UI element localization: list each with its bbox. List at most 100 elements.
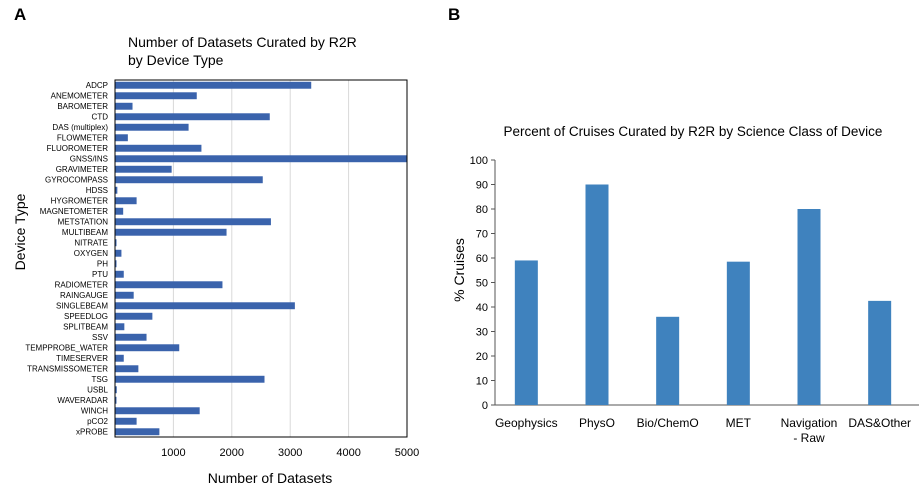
chart-a-category-label: ADCP	[86, 81, 108, 90]
chart-a-bar	[115, 312, 153, 320]
chart-a-bar	[115, 123, 189, 131]
chart-b-category-label: MET	[726, 416, 752, 430]
chart-b-category-label: Navigation	[781, 416, 838, 430]
chart-a-category-label: SPLITBEAM	[63, 323, 108, 332]
chart-a-bar	[115, 228, 227, 236]
chart-a-category-label: SSV	[92, 333, 109, 342]
chart-a-bar	[115, 155, 407, 163]
panel-a-letter: A	[14, 5, 27, 24]
chart-b-ytick-label: 50	[476, 278, 488, 290]
chart-a-category-label: NITRATE	[74, 239, 108, 248]
chart-a-category-label: pCO2	[87, 417, 108, 426]
chart-a-category-label: BAROMETER	[57, 102, 108, 111]
chart-b-bar	[514, 260, 538, 405]
chart-a-category-label: OXYGEN	[74, 249, 108, 258]
chart-a-bar	[115, 113, 270, 121]
panel-b-letter: B	[448, 5, 461, 24]
chart-a-bar	[115, 291, 134, 299]
chart-a-category-label: GYROCOMPASS	[45, 176, 108, 185]
chart-a-frame	[114, 79, 408, 438]
chart-a-bar	[115, 365, 139, 373]
chart-a-xlabel: Number of Datasets	[208, 470, 333, 486]
chart-b-bar	[585, 184, 609, 405]
chart-a-bar	[115, 197, 137, 205]
chart-b-bar	[868, 300, 892, 405]
chart-a-xtick-label: 4000	[336, 447, 360, 459]
chart-a-category-label: CTD	[92, 113, 109, 122]
chart-a-category-label: FLOWMETER	[57, 134, 108, 143]
chart-a-bar	[115, 270, 124, 278]
chart-a-bar	[115, 218, 271, 226]
chart-b-ytick-label: 80	[476, 204, 488, 216]
chart-a-xtick-label: 5000	[395, 447, 419, 459]
chart-a-category-label: WAVERADAR	[57, 396, 108, 405]
chart-b-ytick-label: 10	[476, 376, 488, 388]
chart-a-bar	[115, 386, 117, 394]
chart-a-category-label: WINCH	[81, 407, 108, 416]
chart-a-bar	[115, 344, 180, 352]
chart-a-category-label: SINGLEBEAM	[56, 302, 108, 311]
chart-a-category-label: TEMPPROBE_WATER	[25, 344, 108, 353]
chart-a-title-line: Number of Datasets Curated by R2R	[128, 34, 357, 50]
chart-a-bar	[115, 134, 128, 142]
chart-a-bar	[115, 260, 117, 268]
chart-a-bar	[115, 165, 172, 173]
chart-a-ylabel: Device Type	[12, 193, 28, 270]
chart-a-category-label: MULTIBEAM	[62, 228, 108, 237]
chart-a-category-label: SPEEDLOG	[64, 312, 108, 321]
chart-a-category-label: PTU	[92, 270, 108, 279]
chart-a-bar	[115, 417, 137, 425]
chart-a-xtick-label: 2000	[220, 447, 244, 459]
chart-a-category-label: RADIOMETER	[55, 281, 109, 290]
chart-a-bar	[115, 354, 124, 362]
chart-a-category-label: RAINGAUGE	[60, 291, 108, 300]
chart-a-category-label: GRAVIMETER	[56, 165, 109, 174]
chart-a-category-label: PH	[97, 260, 108, 269]
chart-b-ylabel: % Cruises	[451, 238, 467, 302]
chart-a-bar	[115, 323, 125, 331]
chart-b-ytick-label: 100	[470, 155, 488, 167]
chart-a-category-label: USBL	[87, 386, 108, 395]
chart-a-bar	[115, 428, 160, 436]
chart-b-ytick-label: 0	[482, 400, 488, 412]
chart-b-category-label: DAS&Other	[848, 416, 911, 430]
chart-b-title: Percent of Cruises Curated by R2R by Sci…	[504, 124, 883, 139]
chart-a-bar	[115, 333, 147, 341]
chart-a-bar	[115, 144, 202, 152]
chart-b-category-label: - Raw	[793, 431, 825, 445]
chart-a-bar	[115, 281, 223, 289]
chart-b-category-label: Bio/ChemO	[637, 416, 699, 430]
chart-a-bar	[115, 239, 117, 247]
chart-a-category-label: HYGROMETER	[51, 197, 109, 206]
chart-a-bar	[115, 176, 263, 184]
chart-b-ytick-label: 40	[476, 302, 488, 314]
chart-b-ytick-label: 70	[476, 229, 488, 241]
chart-b-category-label: PhysO	[579, 416, 615, 430]
chart-a-bar	[115, 81, 312, 89]
chart-a-bar	[115, 102, 133, 110]
chart-a-category-label: xPROBE	[76, 428, 108, 437]
chart-a-bar	[115, 92, 197, 100]
chart-a-category-label: GNSS/INS	[70, 155, 108, 164]
chart-a-category-label: TIMESERVER	[56, 354, 108, 363]
chart-a-bar	[115, 302, 295, 310]
chart-a-category-label: MAGNETOMETER	[40, 207, 109, 216]
chart-a-bar	[115, 186, 118, 194]
chart-a-xtick-label: 1000	[161, 447, 185, 459]
chart-a-category-label: FLUOROMETER	[47, 144, 109, 153]
chart-b-ytick-label: 30	[476, 327, 488, 339]
chart-a-bar	[115, 396, 117, 404]
chart-a-title-line: by Device Type	[128, 52, 224, 68]
chart-b-ytick-label: 60	[476, 253, 488, 265]
chart-b-bar	[726, 261, 750, 405]
chart-a-bar	[115, 407, 200, 415]
chart-a-bar	[115, 249, 122, 257]
chart-a-category-label: ANEMOMETER	[51, 92, 109, 101]
chart-b-bar	[797, 209, 821, 405]
chart-a-bar	[115, 375, 265, 383]
chart-a-category-label: METSTATION	[58, 218, 109, 227]
chart-a-bar	[115, 207, 124, 215]
chart-a-xtick-label: 3000	[278, 447, 302, 459]
chart-b-category-label: Geophysics	[495, 416, 558, 430]
